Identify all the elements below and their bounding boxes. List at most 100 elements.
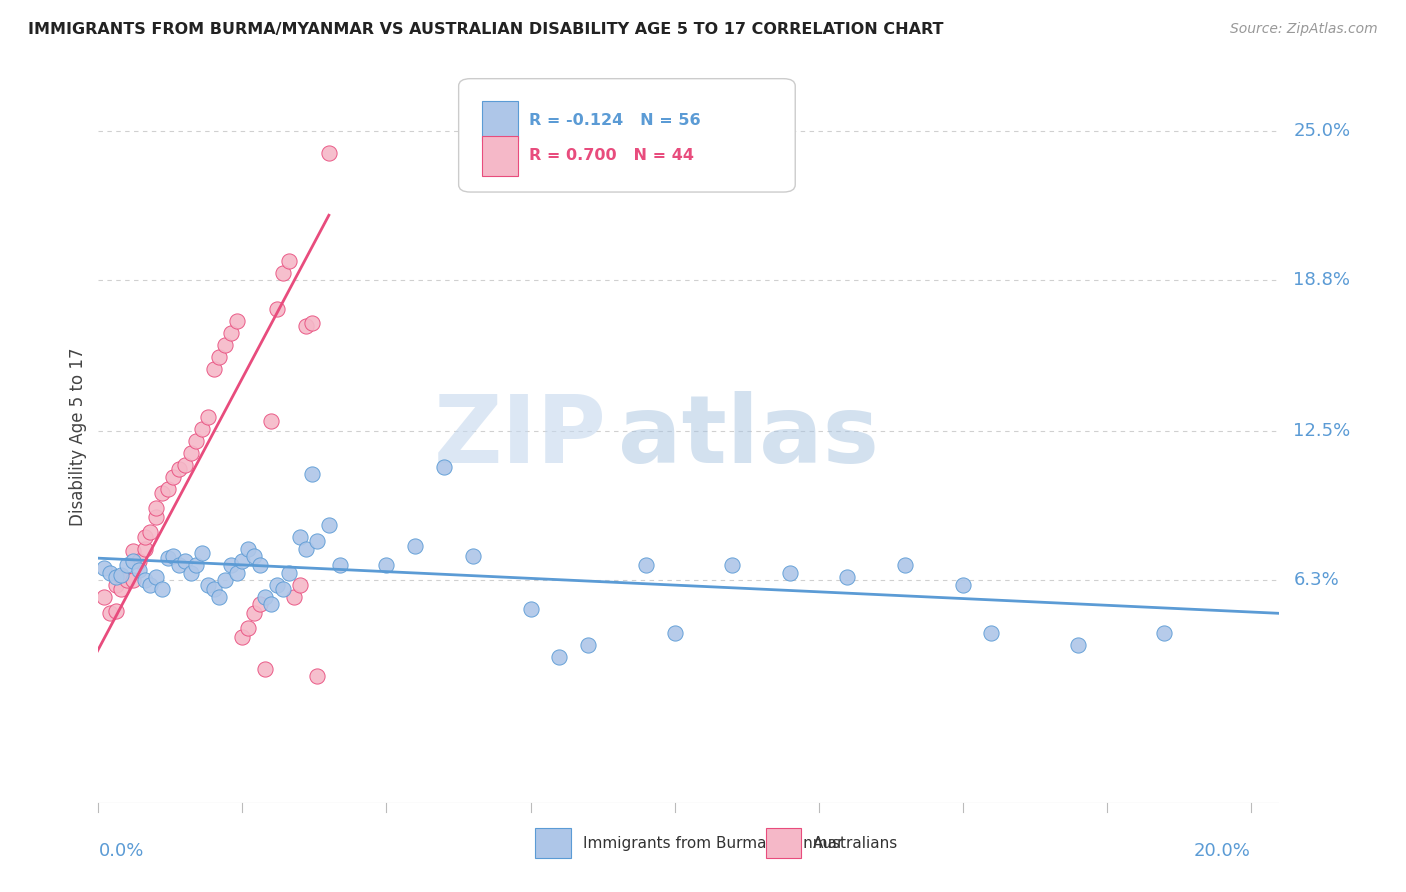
Point	[288, 530, 311, 544]
Point	[134, 541, 156, 556]
Point	[214, 573, 236, 587]
Point	[197, 577, 219, 591]
Point	[122, 553, 145, 567]
Point	[167, 558, 190, 573]
Point	[277, 566, 299, 580]
Point	[548, 649, 571, 664]
Point	[238, 621, 260, 635]
Point	[837, 570, 859, 584]
Point	[576, 638, 599, 652]
Text: 0.0%: 0.0%	[98, 842, 143, 860]
Point	[139, 577, 162, 591]
Point	[122, 544, 145, 558]
Bar	[766, 829, 801, 858]
Point	[180, 566, 202, 580]
Point	[404, 539, 426, 553]
Y-axis label: Disability Age 5 to 17: Disability Age 5 to 17	[69, 348, 87, 526]
Text: atlas: atlas	[619, 391, 879, 483]
Text: 20.0%: 20.0%	[1194, 842, 1251, 860]
Text: Australians: Australians	[813, 836, 898, 851]
Point	[145, 570, 167, 584]
Point	[110, 570, 132, 584]
Point	[307, 534, 329, 549]
Text: Source: ZipAtlas.com: Source: ZipAtlas.com	[1230, 22, 1378, 37]
Point	[254, 661, 277, 675]
Text: 12.5%: 12.5%	[1294, 422, 1351, 440]
Point	[260, 415, 283, 429]
Text: R = -0.124   N = 56: R = -0.124 N = 56	[530, 113, 702, 128]
Point	[115, 558, 138, 573]
Point	[219, 558, 242, 573]
Point	[301, 316, 323, 330]
Text: 18.8%: 18.8%	[1294, 271, 1350, 289]
Point	[779, 566, 801, 580]
Point	[271, 582, 294, 597]
Point	[329, 558, 352, 573]
Point	[139, 524, 162, 539]
Point	[243, 607, 266, 621]
Point	[208, 590, 231, 604]
Point	[134, 530, 156, 544]
Point	[104, 577, 127, 591]
Text: ZIP: ZIP	[433, 391, 606, 483]
Point	[249, 558, 271, 573]
Point	[238, 541, 260, 556]
Point	[231, 630, 253, 644]
Point	[295, 541, 318, 556]
Point	[145, 510, 167, 524]
Point	[134, 573, 156, 587]
Bar	[536, 829, 571, 858]
Point	[150, 486, 173, 500]
Point	[110, 568, 132, 582]
Point	[249, 597, 271, 611]
Text: Immigrants from Burma/Myanmar: Immigrants from Burma/Myanmar	[582, 836, 844, 851]
Point	[277, 253, 299, 268]
Point	[122, 573, 145, 587]
Point	[952, 577, 974, 591]
Point	[1153, 625, 1175, 640]
Point	[375, 558, 398, 573]
Point	[191, 546, 214, 560]
Point	[433, 460, 456, 475]
Point	[254, 590, 277, 604]
Point	[173, 553, 195, 567]
Point	[156, 551, 179, 566]
Point	[167, 462, 190, 476]
Point	[271, 266, 294, 280]
Point	[202, 361, 225, 376]
Point	[283, 590, 305, 604]
Point	[208, 350, 231, 364]
Point	[128, 563, 150, 577]
Point	[266, 577, 288, 591]
Point	[219, 326, 242, 340]
Point	[104, 604, 127, 618]
Point	[243, 549, 266, 563]
Point	[519, 601, 541, 615]
Point	[664, 625, 686, 640]
Point	[186, 434, 208, 448]
Point	[231, 553, 253, 567]
Point	[93, 590, 115, 604]
Point	[318, 517, 340, 532]
Point	[295, 318, 318, 333]
Point	[128, 553, 150, 567]
Bar	[482, 101, 517, 141]
Point	[110, 582, 132, 597]
Point	[202, 582, 225, 597]
Point	[980, 625, 1002, 640]
Point	[104, 570, 127, 584]
Point	[461, 549, 484, 563]
Point	[301, 467, 323, 482]
Point	[260, 597, 283, 611]
Point	[173, 458, 195, 472]
Point	[162, 469, 184, 483]
Text: 25.0%: 25.0%	[1294, 122, 1351, 140]
Point	[214, 337, 236, 351]
Point	[150, 582, 173, 597]
Point	[634, 558, 657, 573]
Point	[191, 422, 214, 436]
Point	[98, 566, 121, 580]
Point	[156, 482, 179, 496]
Text: IMMIGRANTS FROM BURMA/MYANMAR VS AUSTRALIAN DISABILITY AGE 5 TO 17 CORRELATION C: IMMIGRANTS FROM BURMA/MYANMAR VS AUSTRAL…	[28, 22, 943, 37]
FancyBboxPatch shape	[458, 78, 796, 192]
